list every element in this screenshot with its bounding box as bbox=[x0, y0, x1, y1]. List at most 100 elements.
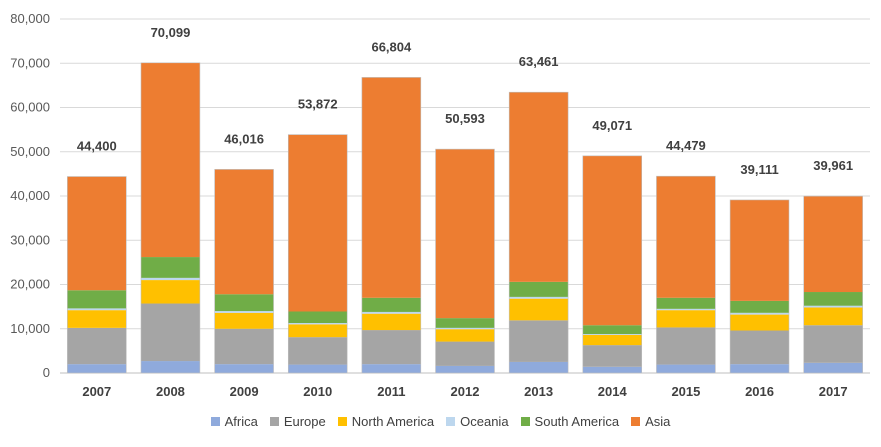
bar-segment-south-america bbox=[803, 292, 863, 306]
bar-segment-oceania bbox=[656, 308, 716, 311]
x-tick-label: 2016 bbox=[745, 384, 774, 399]
bar-outline bbox=[214, 169, 274, 374]
bar-segment-africa bbox=[214, 364, 274, 373]
y-tick-label: 80,000 bbox=[10, 11, 50, 26]
bar-segment-asia bbox=[67, 176, 127, 291]
bar-segment-north-america bbox=[214, 312, 274, 329]
x-tick-label: 2013 bbox=[524, 384, 553, 399]
x-tick-label: 2012 bbox=[451, 384, 480, 399]
bar-segment-europe bbox=[730, 330, 789, 365]
legend-item: Africa bbox=[210, 414, 258, 429]
bar-segment-oceania bbox=[803, 305, 863, 308]
bar-segment-oceania bbox=[361, 311, 421, 314]
x-tick-label: 2015 bbox=[671, 384, 700, 399]
bar-segment-africa bbox=[730, 364, 789, 373]
total-data-label: 70,099 bbox=[151, 25, 191, 40]
bar-segment-north-america bbox=[435, 329, 495, 342]
bar-segment-north-america bbox=[582, 334, 642, 346]
y-tick-label: 10,000 bbox=[10, 321, 50, 336]
bar-segment-north-america bbox=[361, 313, 421, 331]
total-data-label: 46,016 bbox=[224, 131, 264, 146]
total-data-label: 39,961 bbox=[813, 158, 853, 173]
legend-label: North America bbox=[351, 414, 435, 429]
bar-outline bbox=[287, 134, 348, 374]
bar-outline bbox=[361, 77, 422, 374]
bar-segment-oceania bbox=[141, 277, 200, 281]
x-tick-label: 2009 bbox=[230, 384, 259, 399]
bar-segment-europe bbox=[656, 327, 716, 365]
legend-label: South America bbox=[534, 414, 620, 429]
bar-segment-africa bbox=[582, 366, 642, 373]
bar-outline bbox=[435, 148, 495, 374]
bar-segment-south-america bbox=[361, 297, 421, 312]
bar-segment-europe bbox=[582, 345, 642, 367]
bar-segment-south-america bbox=[582, 325, 642, 335]
y-tick-label: 50,000 bbox=[10, 144, 50, 159]
bar-outline bbox=[729, 199, 790, 374]
bar-segment-asia bbox=[361, 77, 421, 298]
x-tick-label: 2017 bbox=[819, 384, 848, 399]
bar-segment-europe bbox=[214, 328, 274, 365]
total-data-label: 39,111 bbox=[740, 162, 778, 177]
total-data-label: 63,461 bbox=[519, 54, 559, 69]
y-tick-label: 0 bbox=[43, 365, 50, 380]
bar-segment-africa bbox=[288, 364, 348, 373]
bar-segment-south-america bbox=[67, 290, 127, 309]
bar-segment-africa bbox=[656, 364, 716, 373]
total-data-label: 44,400 bbox=[77, 139, 117, 154]
bar-segment-north-america bbox=[288, 324, 348, 338]
bar-outline bbox=[508, 91, 569, 374]
bar-segment-asia bbox=[582, 155, 642, 326]
legend-swatch bbox=[210, 417, 220, 426]
legend-swatch bbox=[269, 417, 279, 426]
bar-segment-africa bbox=[803, 362, 863, 373]
bar-segment-europe bbox=[67, 327, 127, 365]
bar-segment-north-america bbox=[509, 298, 569, 321]
bar-segment-oceania bbox=[67, 308, 127, 311]
bar-segment-asia bbox=[435, 149, 495, 319]
legend-swatch bbox=[631, 417, 641, 426]
bar-segment-asia bbox=[141, 62, 200, 258]
bar-segment-south-america bbox=[509, 281, 569, 297]
legend-item: Asia bbox=[631, 414, 670, 429]
y-tick-label: 20,000 bbox=[10, 277, 50, 292]
total-data-label: 44,479 bbox=[666, 138, 706, 153]
bar-segment-north-america bbox=[730, 314, 789, 331]
bar-segment-oceania bbox=[582, 334, 642, 335]
bar-segment-europe bbox=[288, 337, 348, 365]
total-data-label: 66,804 bbox=[371, 39, 412, 54]
bar-segment-south-america bbox=[288, 311, 348, 323]
bar-segment-oceania bbox=[288, 322, 348, 325]
legend-label: Africa bbox=[224, 414, 258, 429]
legend-label: Europe bbox=[283, 414, 326, 429]
bar-outline bbox=[582, 155, 643, 374]
bar-segment-oceania bbox=[730, 312, 789, 315]
bar-segment-africa bbox=[361, 364, 421, 373]
bar-segment-africa bbox=[509, 361, 569, 373]
total-data-label: 53,872 bbox=[298, 97, 338, 112]
bar-segment-asia bbox=[509, 92, 569, 282]
bar-segment-oceania bbox=[435, 327, 495, 330]
total-data-label: 50,593 bbox=[445, 111, 485, 126]
legend-swatch bbox=[520, 417, 530, 426]
bar-segment-oceania bbox=[214, 311, 274, 313]
y-tick-label: 60,000 bbox=[10, 100, 50, 115]
x-tick-label: 2007 bbox=[82, 384, 111, 399]
y-axis-ticks: 0 10,000 20,000 30,000 40,000 50,000 60,000 70,… bbox=[10, 11, 50, 380]
bar-segment-asia bbox=[288, 134, 348, 312]
y-tick-label: 70,000 bbox=[10, 55, 50, 70]
total-data-label: 49,071 bbox=[592, 118, 632, 133]
legend-item: Europe bbox=[269, 414, 326, 429]
bar-segment-asia bbox=[730, 199, 789, 301]
bar-segment-asia bbox=[656, 176, 716, 298]
bar-segment-europe bbox=[803, 325, 863, 363]
bar-segment-africa bbox=[141, 361, 200, 373]
bar-segment-south-america bbox=[656, 297, 716, 309]
bar-segment-north-america bbox=[141, 280, 200, 304]
bar-segment-africa bbox=[435, 365, 495, 373]
legend-item: South America bbox=[520, 414, 620, 429]
legend: Africa Europe North America Oceania South Am… bbox=[0, 414, 881, 429]
bar-outline bbox=[67, 176, 127, 374]
bar-segment-asia bbox=[214, 169, 274, 295]
